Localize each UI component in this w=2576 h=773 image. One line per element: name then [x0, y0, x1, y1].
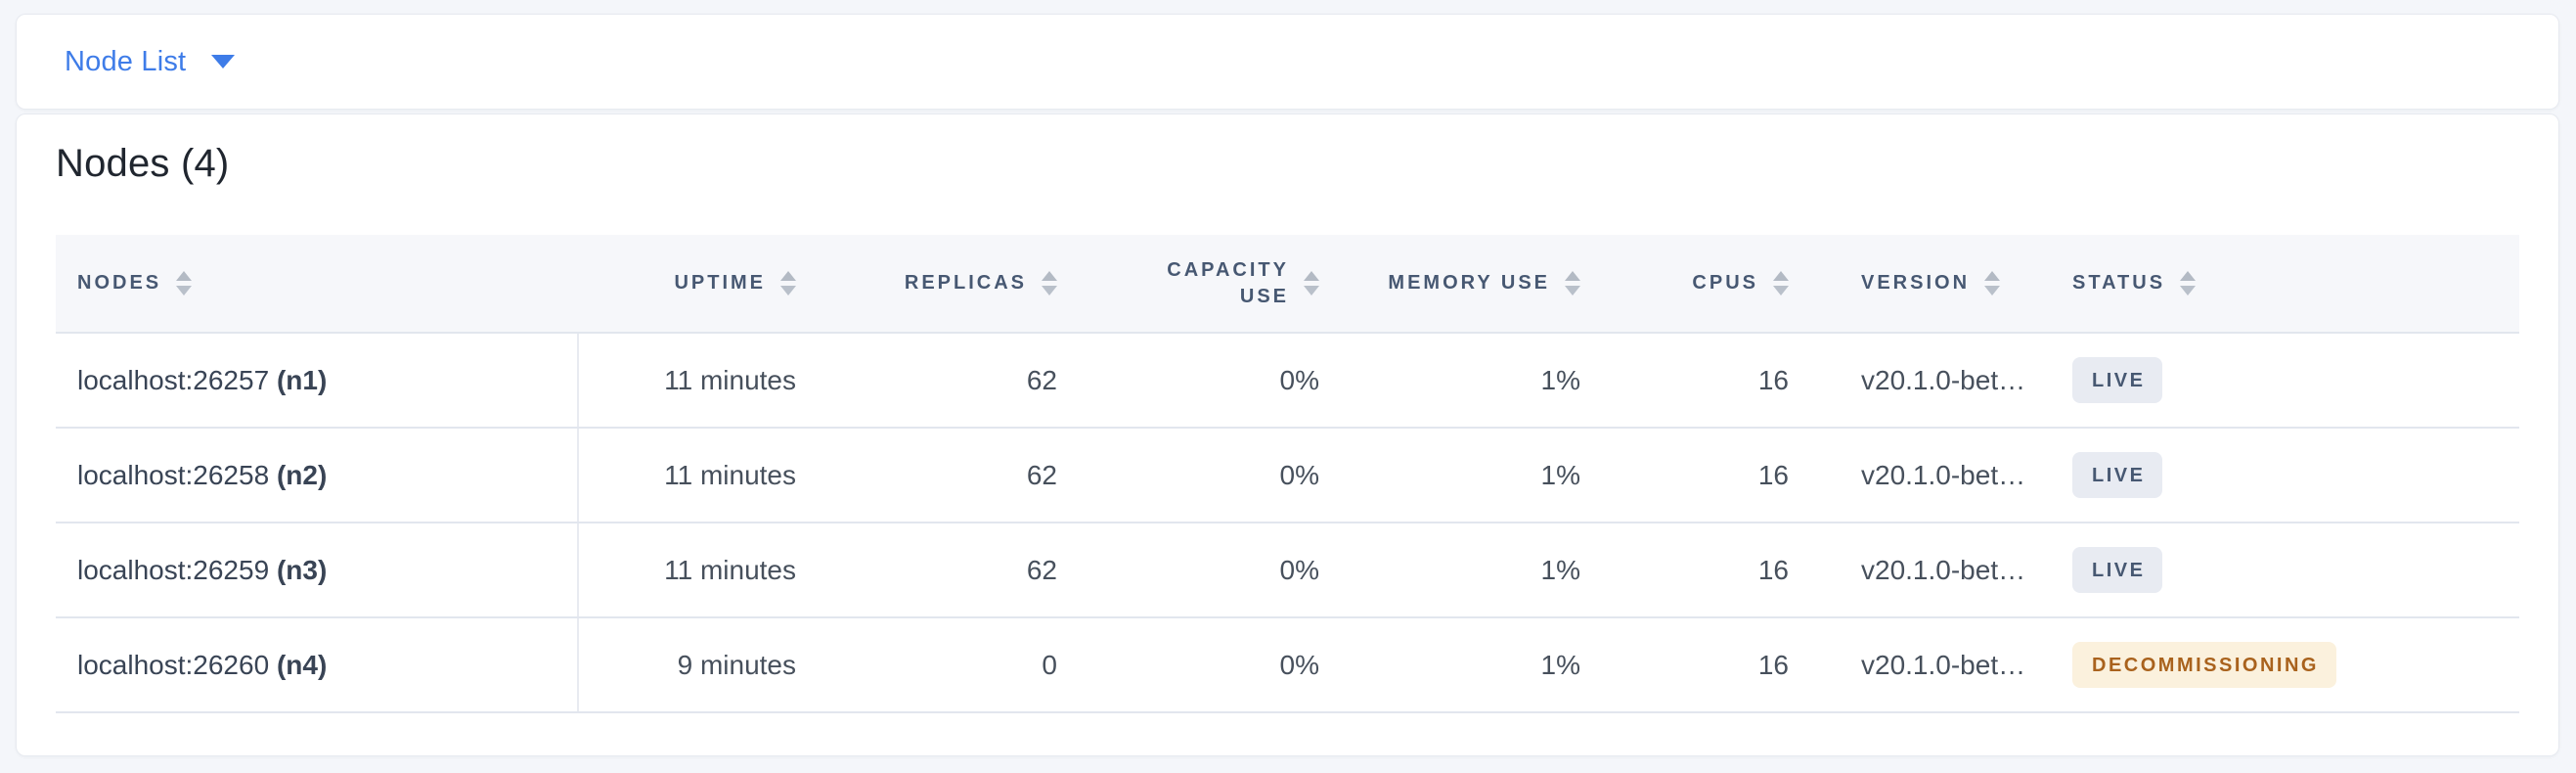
table-row-node-1[interactable]: localhost:26257 (n1) 11 minutes 62 0% 1%… — [56, 333, 2519, 429]
nodes-card: Nodes (4) NODES UPTIME REPLICAS CAPACITY… — [16, 114, 2559, 756]
sort-icon[interactable] — [1042, 271, 1057, 296]
table-row-node-4[interactable]: localhost:26260 (n4) 9 minutes 0 0% 1% 1… — [56, 617, 2519, 713]
status-cell: LIVE — [2049, 523, 2519, 618]
table-row-node-3[interactable]: localhost:26259 (n3) 11 minutes 62 0% 1%… — [56, 523, 2519, 618]
status-cell: LIVE — [2049, 428, 2519, 523]
version-cell: v20.1.0-bet… — [1812, 428, 2049, 523]
version-cell: v20.1.0-bet… — [1812, 523, 2049, 618]
column-header-memory-use[interactable]: MEMORY USE — [1343, 235, 1604, 334]
status-cell: DECOMMISSIONING — [2049, 617, 2519, 713]
status-badge: DECOMMISSIONING — [2072, 642, 2336, 688]
page-title: Nodes (4) — [56, 142, 230, 185]
capacity-use-cell: 0% — [1081, 617, 1343, 713]
column-header-capacity-use[interactable]: CAPACITY USE — [1081, 235, 1343, 334]
sort-icon[interactable] — [780, 271, 796, 296]
node-list-toolbar: Node List — [16, 14, 2559, 110]
node-list-dropdown[interactable]: Node List — [65, 45, 236, 78]
replicas-cell: 62 — [820, 333, 1081, 429]
column-header-replicas[interactable]: REPLICAS — [820, 235, 1081, 334]
capacity-use-cell: 0% — [1081, 333, 1343, 429]
memory-use-cell: 1% — [1343, 523, 1604, 618]
column-header-status[interactable]: STATUS — [2049, 235, 2519, 334]
node-id: (n3) — [276, 554, 328, 585]
status-badge: LIVE — [2072, 452, 2163, 498]
uptime-cell: 11 minutes — [578, 333, 820, 429]
status-badge: LIVE — [2072, 547, 2163, 593]
cpus-cell: 16 — [1604, 333, 1812, 429]
status-cell: LIVE — [2049, 333, 2519, 429]
node-list-dropdown-label: Node List — [65, 45, 187, 77]
replicas-cell: 62 — [820, 523, 1081, 618]
uptime-cell: 9 minutes — [578, 617, 820, 713]
sort-icon[interactable] — [176, 271, 193, 296]
sort-icon[interactable] — [1304, 271, 1319, 296]
memory-use-cell: 1% — [1343, 617, 1604, 713]
cpus-cell: 16 — [1604, 523, 1812, 618]
node-address-cell: localhost:26259 (n3) — [56, 523, 579, 618]
column-header-nodes[interactable]: NODES — [56, 235, 578, 334]
capacity-use-cell: 0% — [1081, 523, 1343, 618]
node-id: (n4) — [276, 649, 328, 680]
node-id: (n2) — [276, 459, 328, 490]
column-header-version[interactable]: VERSION — [1812, 235, 2049, 334]
capacity-use-cell: 0% — [1081, 428, 1343, 523]
uptime-cell: 11 minutes — [578, 523, 820, 618]
table-header-row: NODES UPTIME REPLICAS CAPACITY USE MEMOR… — [56, 235, 2519, 334]
cpus-cell: 16 — [1604, 428, 1812, 523]
sort-icon[interactable] — [1984, 271, 2001, 296]
cpus-cell: 16 — [1604, 617, 1812, 713]
sort-icon[interactable] — [1565, 271, 1580, 296]
replicas-cell: 0 — [820, 617, 1081, 713]
table-row-node-2[interactable]: localhost:26258 (n2) 11 minutes 62 0% 1%… — [56, 428, 2519, 523]
column-header-uptime[interactable]: UPTIME — [578, 235, 820, 334]
nodes-table: NODES UPTIME REPLICAS CAPACITY USE MEMOR… — [56, 235, 2519, 713]
version-cell: v20.1.0-bet… — [1812, 333, 2049, 429]
sort-icon[interactable] — [2180, 271, 2197, 296]
node-address-cell: localhost:26257 (n1) — [56, 333, 579, 429]
memory-use-cell: 1% — [1343, 333, 1604, 429]
version-cell: v20.1.0-bet… — [1812, 617, 2049, 713]
node-address-cell: localhost:26260 (n4) — [56, 617, 579, 713]
sort-icon[interactable] — [1773, 271, 1789, 296]
memory-use-cell: 1% — [1343, 428, 1604, 523]
status-badge: LIVE — [2072, 357, 2163, 403]
node-id: (n1) — [276, 364, 328, 395]
node-address-cell: localhost:26258 (n2) — [56, 428, 579, 523]
uptime-cell: 11 minutes — [578, 428, 820, 523]
column-header-cpus[interactable]: CPUS — [1604, 235, 1812, 334]
replicas-cell: 62 — [820, 428, 1081, 523]
caret-down-icon — [211, 55, 236, 68]
